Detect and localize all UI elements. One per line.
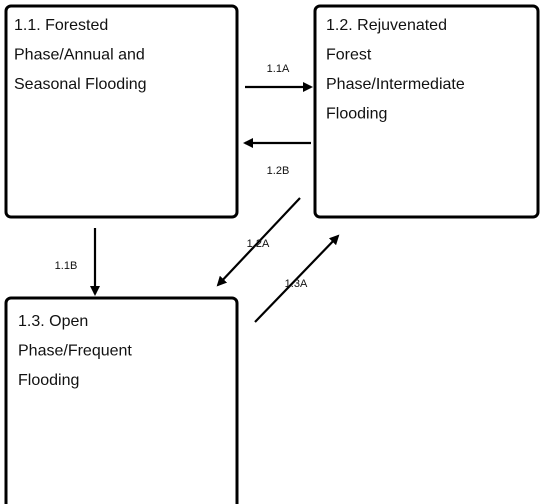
node-label: Phase/Frequent xyxy=(18,343,132,360)
edge-label: 1.2A xyxy=(247,238,270,250)
node-label: 1.1. Forested xyxy=(14,17,108,34)
node-box xyxy=(4,4,239,219)
node-label: Flooding xyxy=(18,372,79,389)
edge-arrow xyxy=(254,234,340,323)
edge-label: 1.3A xyxy=(285,278,308,290)
node-box xyxy=(313,4,540,219)
node-label: Flooding xyxy=(326,106,387,123)
node-label: Seasonal Flooding xyxy=(14,76,147,93)
node-box xyxy=(4,296,239,504)
edge-label: 1.1B xyxy=(55,260,78,272)
node-label: 1.2. Rejuvenated xyxy=(326,17,447,34)
node-label: Phase/Intermediate xyxy=(326,76,465,93)
edge-arrow xyxy=(216,197,301,287)
edge-label: 1.1A xyxy=(267,63,290,75)
node-label: Forest xyxy=(326,47,372,64)
node-label: 1.3. Open xyxy=(18,313,88,330)
edge-label: 1.2B xyxy=(267,165,290,177)
node-label: Phase/Annual and xyxy=(14,47,145,64)
